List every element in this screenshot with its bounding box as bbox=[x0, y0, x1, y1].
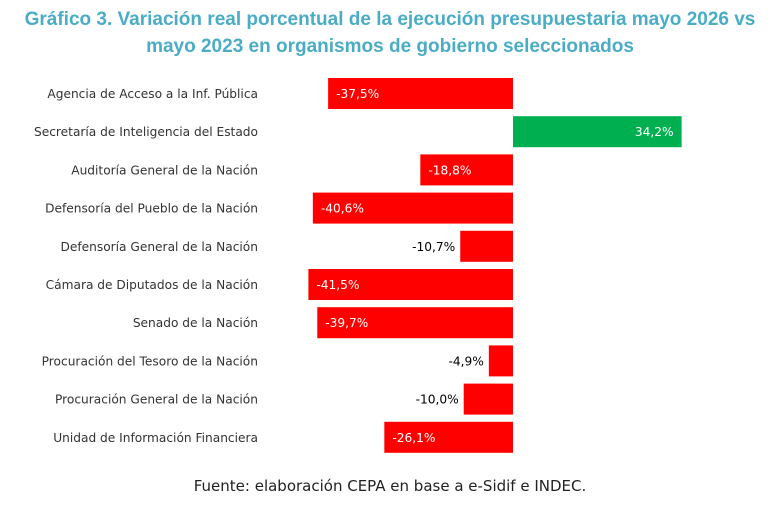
bar bbox=[460, 230, 513, 262]
category-label: Cámara de Diputados de la Nación bbox=[46, 278, 258, 292]
bar bbox=[328, 78, 513, 109]
bar bbox=[420, 154, 513, 186]
data-label: -18,8% bbox=[428, 163, 471, 177]
bar bbox=[463, 383, 513, 415]
bar bbox=[312, 192, 513, 224]
bar bbox=[317, 307, 513, 339]
category-label: Secretaría de Inteligencia del Estado bbox=[34, 125, 258, 139]
bar-chart: Agencia de Acceso a la Inf. Pública -37,5… bbox=[34, 78, 682, 453]
category-label: Agencia de Acceso a la Inf. Pública bbox=[47, 87, 258, 101]
chart-title: Gráfico 3. Variación real porcentual de … bbox=[0, 6, 780, 60]
bar bbox=[384, 421, 513, 453]
category-label: Auditoría General de la Nación bbox=[71, 163, 258, 177]
source-note: Fuente: elaboración CEPA en base a e-Sid… bbox=[193, 477, 587, 495]
bar bbox=[488, 345, 513, 377]
chart-title-line1: Gráfico 3. Variación real porcentual de … bbox=[24, 9, 756, 30]
data-label: -41,5% bbox=[316, 278, 359, 292]
data-label: -40,6% bbox=[321, 202, 364, 216]
data-label: -39,7% bbox=[325, 316, 368, 330]
data-label: -10,7% bbox=[412, 240, 455, 254]
category-label: Procuración del Tesoro de la Nación bbox=[42, 354, 258, 368]
category-label: Defensoría General de la Nación bbox=[60, 240, 258, 254]
category-label: Unidad de Información Financiera bbox=[53, 431, 258, 445]
data-label: -26,1% bbox=[392, 431, 435, 445]
category-label: Senado de la Nación bbox=[133, 316, 258, 330]
chart-title-line2: mayo 2023 en organismos de gobierno sele… bbox=[146, 36, 634, 57]
data-label: -10,0% bbox=[416, 393, 459, 407]
category-label: Procuración General de la Nación bbox=[55, 393, 258, 407]
bar bbox=[513, 116, 682, 148]
category-label: Defensoría del Pueblo de la Nación bbox=[45, 202, 258, 216]
data-label: 34,2% bbox=[635, 125, 674, 139]
data-label: -4,9% bbox=[448, 354, 483, 368]
data-label: -37,5% bbox=[336, 87, 379, 101]
bar bbox=[308, 269, 513, 300]
